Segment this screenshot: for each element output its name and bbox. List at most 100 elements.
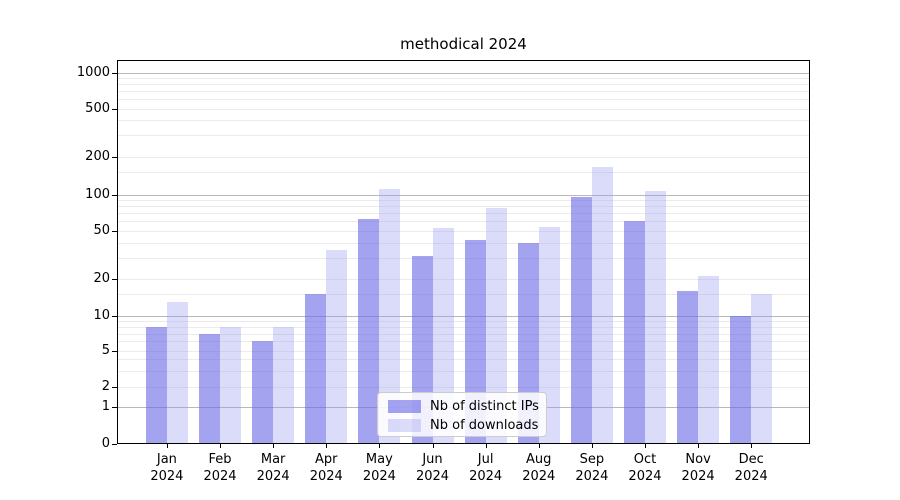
gridline-y-1000 xyxy=(118,73,809,74)
x-tick-label-line: 2024 xyxy=(469,469,503,484)
gridline-y-8 xyxy=(118,327,809,328)
bar-distinct-ips-may xyxy=(358,219,379,443)
legend-row-downloads: Nb of downloads xyxy=(388,417,538,434)
x-tick-label-jul: Jul 2024 xyxy=(456,451,516,485)
gridline-y-700 xyxy=(118,91,809,92)
x-tick-label-line: May xyxy=(365,452,393,467)
bar-distinct-ips-nov xyxy=(677,291,698,443)
gridline-y-4 xyxy=(118,359,809,360)
bar-downloads-jun xyxy=(433,228,454,443)
bar-downloads-feb xyxy=(220,327,241,443)
gridline-y-7 xyxy=(118,334,809,335)
gridline-y-400 xyxy=(118,120,809,121)
y-tick-mark-20 xyxy=(112,279,117,280)
gridline-y-30 xyxy=(118,258,809,259)
y-tick-mark-50 xyxy=(112,231,117,232)
y-tick-label-20: 20 xyxy=(93,270,110,286)
x-tick-label-line: 2024 xyxy=(415,469,450,484)
gridline-y-200 xyxy=(118,157,809,158)
bar-distinct-ips-sep xyxy=(571,197,592,443)
gridline-y-20 xyxy=(118,279,809,280)
x-tick-label-line: 2024 xyxy=(522,469,556,484)
y-tick-mark-1000 xyxy=(112,73,117,74)
x-tick-mark-nov xyxy=(698,444,699,448)
x-tick-label-nov: Nov 2024 xyxy=(668,451,728,485)
x-tick-mark-jun xyxy=(433,444,434,448)
x-tick-label-line: Jul xyxy=(477,452,494,467)
legend-label-downloads: Nb of downloads xyxy=(430,418,539,433)
gridline-y-60 xyxy=(118,221,809,222)
x-tick-mark-aug xyxy=(539,444,540,448)
x-tick-mark-feb xyxy=(220,444,221,448)
y-tick-mark-0 xyxy=(112,444,117,445)
x-tick-label-line: Apr xyxy=(315,452,338,467)
x-tick-label-line: 2024 xyxy=(150,469,184,484)
gridline-y-900 xyxy=(118,78,809,79)
x-tick-label-mar: Mar 2024 xyxy=(243,451,303,485)
x-tick-label-line: Aug xyxy=(526,452,552,467)
gridline-y-2 xyxy=(118,387,809,388)
y-tick-label-200: 200 xyxy=(85,148,110,164)
bar-distinct-ips-mar xyxy=(252,341,273,443)
x-tick-label-line: 2024 xyxy=(309,469,343,484)
gridline-y-90 xyxy=(118,200,809,201)
chart-title: methodical 2024 xyxy=(400,35,527,53)
y-tick-mark-100 xyxy=(112,195,117,196)
x-tick-label-may: May 2024 xyxy=(349,451,409,485)
bar-downloads-oct xyxy=(645,191,666,443)
gridline-y-600 xyxy=(118,99,809,100)
gridline-y-80 xyxy=(118,206,809,207)
bar-downloads-nov xyxy=(698,276,719,443)
bar-downloads-may xyxy=(379,189,400,443)
bar-downloads-mar xyxy=(273,327,294,443)
gridline-y-150 xyxy=(118,172,809,173)
bar-distinct-ips-jan xyxy=(146,327,167,443)
x-tick-label-line: 2024 xyxy=(681,469,715,484)
bar-downloads-jan xyxy=(167,302,188,443)
x-tick-label-line: 2024 xyxy=(256,469,290,484)
gridline-y-5 xyxy=(118,351,809,352)
gridline-y-50 xyxy=(118,231,809,232)
x-tick-mark-oct xyxy=(645,444,646,448)
y-tick-mark-200 xyxy=(112,157,117,158)
y-tick-label-100: 100 xyxy=(85,186,110,202)
legend-row-distinct-ips: Nb of distinct IPs xyxy=(388,398,539,415)
x-tick-mark-may xyxy=(379,444,380,448)
x-tick-label-oct: Oct 2024 xyxy=(615,451,675,485)
x-tick-mark-dec xyxy=(751,444,752,448)
legend-swatch-distinct-ips xyxy=(388,400,421,413)
y-tick-label-5: 5 xyxy=(101,342,110,358)
gridline-y-40 xyxy=(118,243,809,244)
x-tick-label-line: 2024 xyxy=(628,469,662,484)
legend-label-distinct-ips: Nb of distinct IPs xyxy=(430,399,539,414)
gridline-y-15 xyxy=(118,294,809,295)
y-tick-label-1000: 1000 xyxy=(76,64,110,80)
gridline-y-70 xyxy=(118,213,809,214)
x-tick-label-line: Feb xyxy=(208,452,232,467)
y-tick-label-0: 0 xyxy=(101,436,110,451)
x-tick-label-line: Jan xyxy=(156,452,177,467)
x-tick-label-line: 2024 xyxy=(203,469,237,484)
gridline-y-9 xyxy=(118,321,809,322)
x-tick-label-line: 2024 xyxy=(575,469,609,484)
x-tick-label-line: Dec xyxy=(738,452,764,467)
y-tick-mark-500 xyxy=(112,109,117,110)
y-tick-label-10: 10 xyxy=(93,308,110,323)
bar-downloads-sep xyxy=(592,167,613,443)
gridline-y-6 xyxy=(118,341,809,342)
x-tick-label-jan: Jan 2024 xyxy=(137,451,197,485)
gridline-y-10 xyxy=(118,316,809,317)
x-tick-mark-jan xyxy=(167,444,168,448)
bar-distinct-ips-feb xyxy=(199,334,220,443)
gridline-y-800 xyxy=(118,84,809,85)
y-tick-mark-1 xyxy=(112,407,117,408)
x-tick-mark-mar xyxy=(273,444,274,448)
x-tick-label-feb: Feb 2024 xyxy=(190,451,250,485)
bar-downloads-aug xyxy=(539,227,560,443)
y-tick-label-1: 1 xyxy=(101,399,110,414)
bar-distinct-ips-oct xyxy=(624,221,645,443)
x-tick-label-line: Jun xyxy=(422,452,443,467)
y-tick-label-500: 500 xyxy=(85,100,110,116)
x-tick-label-aug: Aug 2024 xyxy=(509,451,569,485)
